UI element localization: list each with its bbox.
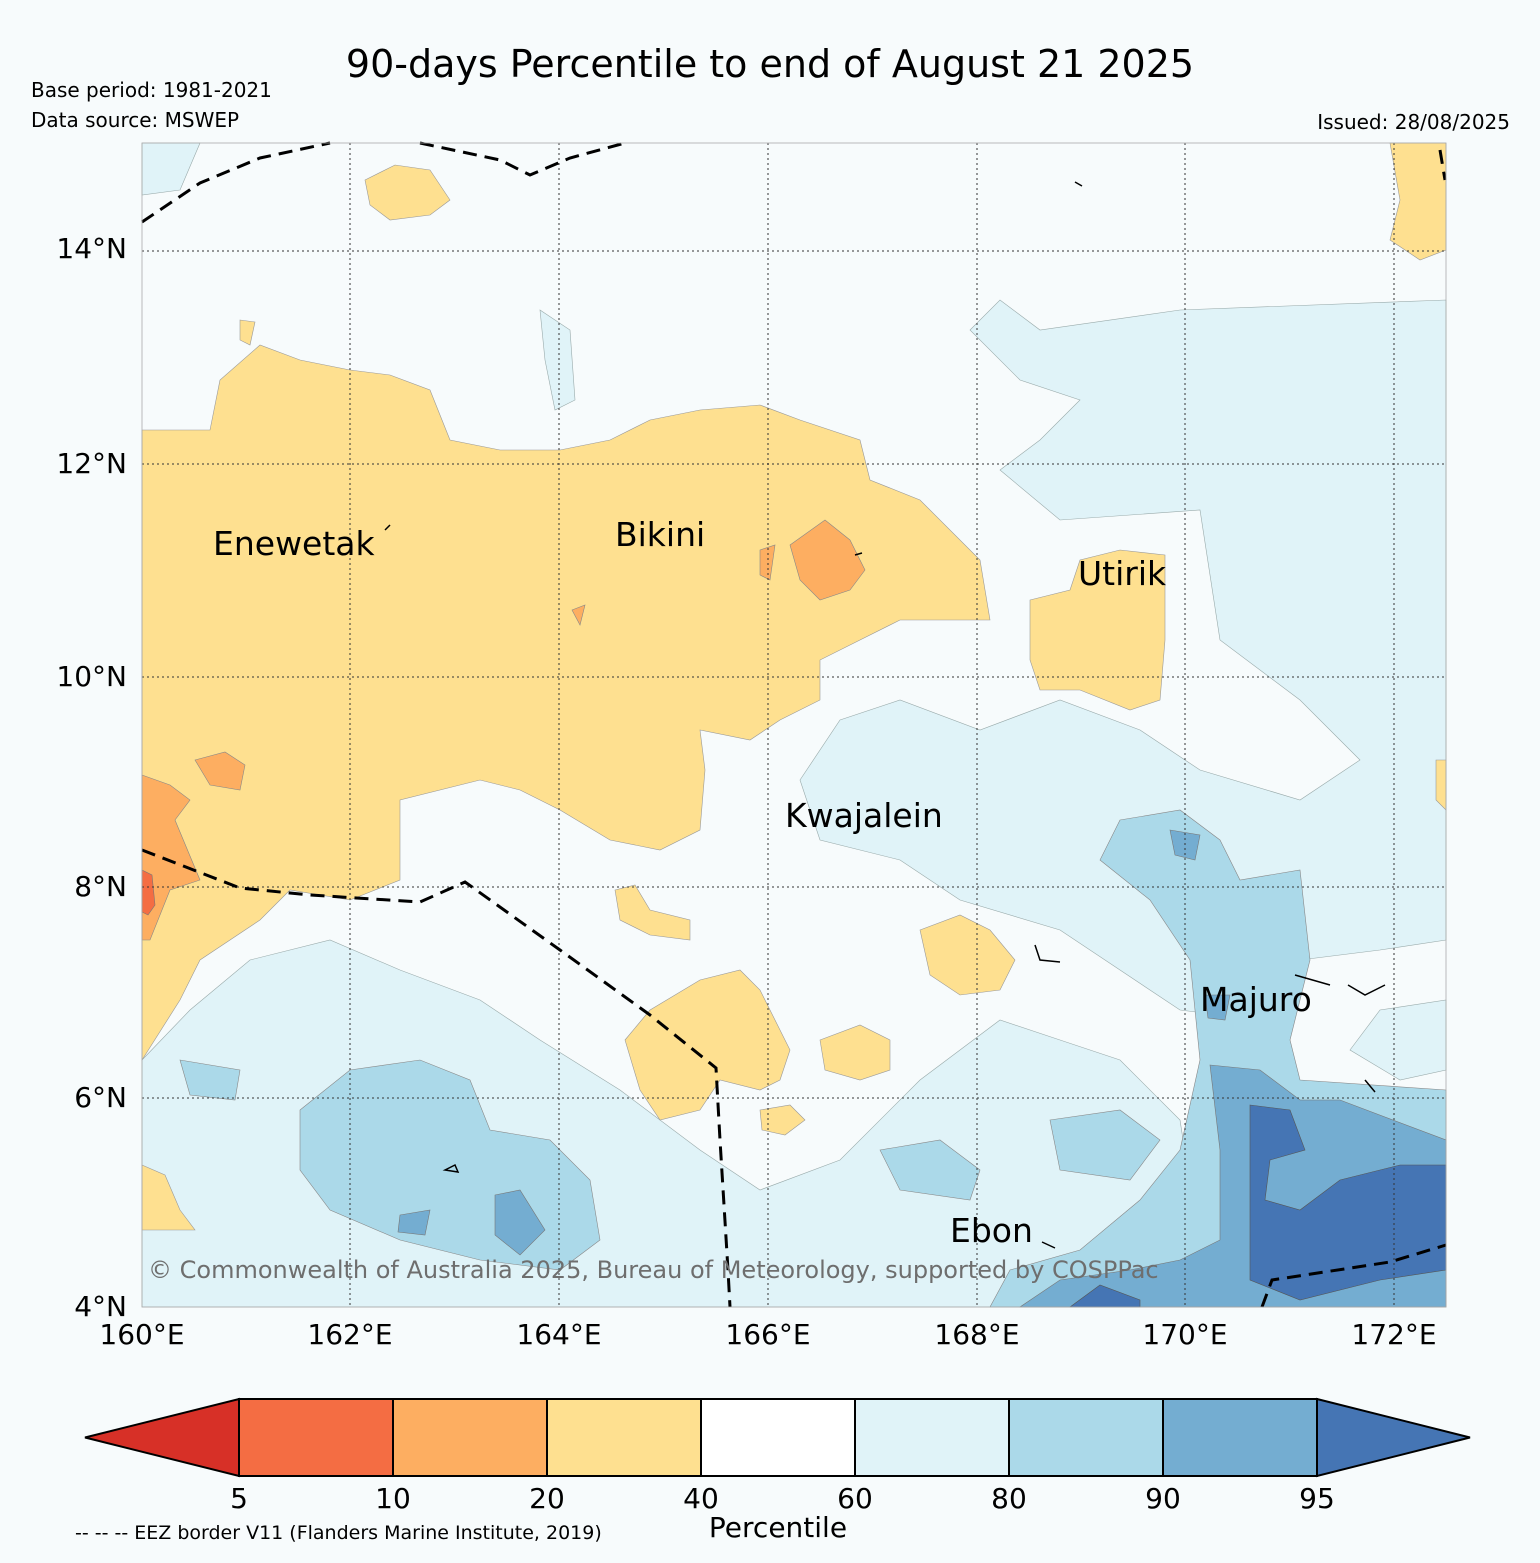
lon-label-172: 172°E — [1351, 1318, 1436, 1351]
graticule — [142, 143, 1446, 1307]
colorbar-tick-95: 95 — [1299, 1482, 1335, 1515]
colorbar-tick-90: 90 — [1145, 1482, 1181, 1515]
lat-label-14: 14°N — [56, 232, 127, 265]
colorbar-segment — [1162, 1398, 1318, 1477]
colorbar — [84, 1397, 1471, 1478]
issued-date: Issued: 28/08/2025 — [1317, 110, 1510, 134]
colorbar-extend-high — [1316, 1397, 1471, 1478]
lat-label-10: 10°N — [56, 660, 127, 693]
lat-tick-labels: 14°N 12°N 10°N 8°N 6°N 4°N — [56, 232, 127, 1323]
lat-label-8: 8°N — [74, 870, 127, 903]
map-frame — [141, 142, 1447, 1308]
place-kwajalein: Kwajalein — [785, 796, 943, 835]
place-labels: Enewetak Bikini Utirik Kwajalein Majuro … — [213, 515, 1312, 1250]
eez-footnote: -- -- -- EEZ border V11 (Flanders Marine… — [75, 1522, 602, 1544]
lon-label-160: 160°E — [99, 1318, 184, 1351]
colorbar-tick-20: 20 — [529, 1482, 565, 1515]
colorbar-segment — [392, 1398, 548, 1477]
lon-label-162: 162°E — [307, 1318, 392, 1351]
lon-label-166: 166°E — [725, 1318, 810, 1351]
place-bikini: Bikini — [615, 515, 705, 554]
colorbar-tick-5: 5 — [230, 1482, 248, 1515]
map-title: 90-days Percentile to end of August 21 2… — [345, 42, 1195, 86]
colorbar-segment — [854, 1398, 1010, 1477]
place-ebon: Ebon — [950, 1211, 1033, 1250]
colorbar-tick-60: 60 — [837, 1482, 873, 1515]
eez-border — [141, 141, 1447, 1308]
colorbar-segment — [700, 1398, 856, 1477]
lat-label-4: 4°N — [74, 1290, 127, 1323]
colorbar-tick-40: 40 — [683, 1482, 719, 1515]
region-above-95 — [1069, 1104, 1447, 1308]
colorbar-segment — [546, 1398, 702, 1477]
percentile-map: 14°N 12°N 10°N 8°N 6°N 4°N 160°E 162°E 1… — [56, 141, 1447, 1351]
lat-label-6: 6°N — [74, 1081, 127, 1114]
lat-label-12: 12°N — [56, 447, 127, 480]
place-utirik: Utirik — [1078, 554, 1167, 593]
lon-label-164: 164°E — [516, 1318, 601, 1351]
colorbar-tick-80: 80 — [991, 1482, 1027, 1515]
colorbar-label: Percentile — [708, 1511, 848, 1544]
lon-tick-labels: 160°E 162°E 164°E 166°E 168°E 170°E 172°… — [99, 1318, 1436, 1351]
lon-label-168: 168°E — [934, 1318, 1019, 1351]
atoll-outlines — [384, 181, 1386, 1249]
colorbar-extend-low — [84, 1397, 240, 1478]
colorbar-segment — [238, 1398, 394, 1477]
copyright-text: © Commonwealth of Australia 2025, Bureau… — [148, 1256, 1159, 1284]
region-20-40 — [141, 142, 1447, 1231]
base-period: Base period: 1981-2021 — [31, 78, 272, 102]
region-10-20 — [141, 519, 866, 941]
lon-label-170: 170°E — [1142, 1318, 1227, 1351]
colorbar-tick-10: 10 — [375, 1482, 411, 1515]
data-source: Data source: MSWEP — [31, 108, 240, 132]
colorbar-segment — [1008, 1398, 1164, 1477]
place-majuro: Majuro — [1200, 980, 1312, 1019]
place-enewetak: Enewetak — [213, 524, 376, 563]
